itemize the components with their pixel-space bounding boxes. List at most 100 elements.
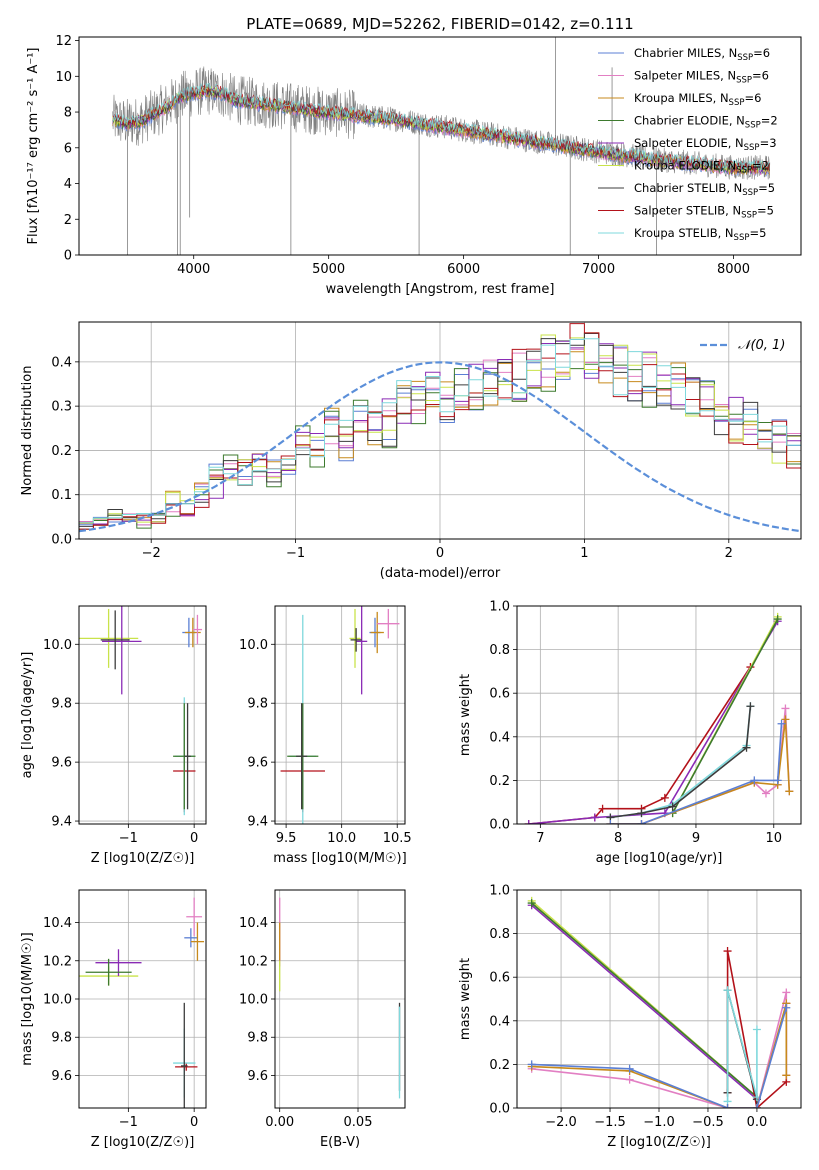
y-tick-label: 12 bbox=[55, 34, 72, 49]
normal-curve bbox=[79, 361, 801, 533]
y-axis-label: mass weight bbox=[458, 958, 473, 1040]
weight-line bbox=[531, 902, 758, 1098]
y-tick-label: 10.0 bbox=[239, 638, 268, 653]
y-tick-label: 1.0 bbox=[489, 600, 510, 615]
axes-frame bbox=[274, 889, 406, 1109]
plot-area bbox=[524, 612, 794, 824]
chart-mass-vs-extinction: 0.00 0.05 9.6 9.8 10.0 10.2 10.4 E(B-V) bbox=[239, 889, 406, 1150]
weight-marker bbox=[590, 813, 599, 822]
plot-area bbox=[280, 606, 400, 824]
weight-marker bbox=[750, 776, 759, 785]
weight-line bbox=[528, 666, 752, 824]
y-tick-label: 0.3 bbox=[51, 400, 72, 415]
histogram-step bbox=[79, 338, 801, 524]
legend-subscript: SSP bbox=[745, 121, 761, 131]
x-tick-label: −2.0 bbox=[545, 1115, 577, 1130]
y-tick-label: 10.4 bbox=[239, 916, 268, 931]
histogram-step bbox=[79, 339, 801, 526]
y-tick-label: 10.0 bbox=[239, 993, 268, 1008]
y-tick-label: 0.0 bbox=[51, 533, 72, 548]
legend-value: =5 bbox=[749, 226, 766, 240]
axes-frame bbox=[516, 889, 802, 1109]
weight-marker bbox=[781, 715, 790, 724]
weight-marker bbox=[527, 899, 536, 908]
weight-marker bbox=[625, 1075, 634, 1084]
x-axis-label: wavelength [Angstrom, rest frame] bbox=[326, 282, 555, 297]
legend-entry: Kroupa MILES, NSSP=6 bbox=[634, 91, 761, 108]
weight-line bbox=[726, 990, 758, 1102]
x-tick-label: 8000 bbox=[717, 262, 750, 277]
x-tick-label: −1.0 bbox=[643, 1115, 675, 1130]
axes-frame bbox=[78, 36, 802, 256]
weight-line bbox=[671, 618, 779, 814]
weight-line bbox=[610, 706, 752, 819]
model-spectrum bbox=[112, 82, 770, 171]
legend: Chabrier MILES, NSSP=6 Salpeter MILES, NS… bbox=[598, 46, 778, 243]
y-tick-label: 0.4 bbox=[489, 1014, 510, 1029]
legend-value: =5 bbox=[757, 204, 774, 218]
weight-line bbox=[610, 719, 791, 824]
y-tick-label: 10.4 bbox=[43, 916, 72, 931]
x-tick-label: 9 bbox=[692, 831, 700, 846]
y-tick-label: 9.4 bbox=[247, 815, 268, 830]
weight-marker bbox=[625, 1064, 634, 1073]
x-tick-label: 0 bbox=[436, 546, 444, 561]
y-tick-label: 9.8 bbox=[51, 1031, 72, 1046]
y-tick-label: 0.6 bbox=[489, 687, 510, 702]
x-tick-label: 8 bbox=[614, 831, 622, 846]
legend-subscript: SSP bbox=[744, 143, 760, 153]
weight-marker bbox=[785, 787, 794, 796]
weight-marker bbox=[752, 1025, 761, 1034]
chart-mass-vs-metallicity: −1 0 9.6 9.8 10.0 10.2 10.4 Z [log10(Z/Z☉)] mass… bbox=[20, 889, 207, 1150]
y-tick-label: 0.0 bbox=[489, 818, 510, 833]
y-tick-label: 9.8 bbox=[247, 1031, 268, 1046]
weight-marker bbox=[637, 820, 646, 824]
weight-marker bbox=[723, 947, 732, 956]
y-tick-label: 8 bbox=[64, 106, 72, 121]
legend-subscript: SSP bbox=[729, 98, 745, 108]
x-tick-label: 4000 bbox=[177, 262, 210, 277]
weight-line bbox=[531, 1007, 788, 1108]
x-axis-label: (data-model)/error bbox=[380, 566, 501, 581]
x-tick-label: 10.5 bbox=[383, 831, 412, 846]
weight-line bbox=[528, 620, 779, 824]
x-tick-label: 7 bbox=[536, 831, 544, 846]
y-tick-label: 6 bbox=[64, 141, 72, 156]
legend-subscript: SSP bbox=[736, 76, 752, 86]
y-axis-label: Flux [fλ10⁻¹⁷ erg cm⁻² s⁻¹ A⁻¹] bbox=[26, 48, 41, 245]
histogram-step bbox=[79, 347, 801, 526]
weight-marker bbox=[746, 702, 755, 711]
legend-entry: Chabrier STELIB, NSSP=5 bbox=[634, 181, 775, 198]
plot-area bbox=[79, 606, 203, 816]
y-axis-label: Normed distribution bbox=[20, 366, 35, 496]
weight-line bbox=[610, 708, 791, 824]
x-axis-label: Z [log10(Z/Z☉)] bbox=[91, 851, 195, 866]
legend-entry: 𝒩(0, 1) bbox=[738, 338, 785, 353]
x-tick-label: 9.5 bbox=[276, 831, 297, 846]
legend-subscript: SSP bbox=[734, 233, 750, 243]
y-axis-label: mass [log10(M/M☉)] bbox=[20, 932, 35, 1065]
chart-mass-weight-vs-age: 7 8 9 10 0.0 0.2 0.4 0.6 0.8 1.0 age [log10(age/yr… bbox=[458, 600, 802, 866]
y-tick-label: 0.4 bbox=[489, 730, 510, 745]
weight-marker bbox=[524, 820, 533, 824]
weight-marker bbox=[527, 1060, 536, 1069]
y-tick-label: 9.8 bbox=[51, 697, 72, 712]
legend-subscript: SSP bbox=[737, 53, 753, 63]
chart-age-vs-metallicity: −1 0 9.4 9.6 9.8 10.0 Z [log10(Z/Z☉)] age [log1… bbox=[20, 605, 207, 866]
y-tick-label: 0.8 bbox=[489, 643, 510, 658]
plot-area bbox=[112, 37, 771, 255]
legend-subscript: SSP bbox=[736, 166, 752, 176]
axes-frame bbox=[516, 605, 802, 825]
y-tick-label: 10 bbox=[55, 70, 72, 85]
legend-entry: Kroupa ELODIE, NSSP=2 bbox=[634, 159, 769, 176]
weight-line bbox=[531, 904, 758, 1100]
legend: 𝒩(0, 1) bbox=[700, 338, 785, 353]
weight-marker bbox=[761, 789, 770, 798]
histogram-step bbox=[79, 323, 801, 530]
legend-value: =6 bbox=[744, 91, 761, 105]
y-tick-label: 0 bbox=[64, 249, 72, 264]
weight-marker bbox=[782, 988, 791, 997]
weight-marker bbox=[782, 1003, 791, 1012]
plot-area bbox=[279, 897, 401, 1099]
